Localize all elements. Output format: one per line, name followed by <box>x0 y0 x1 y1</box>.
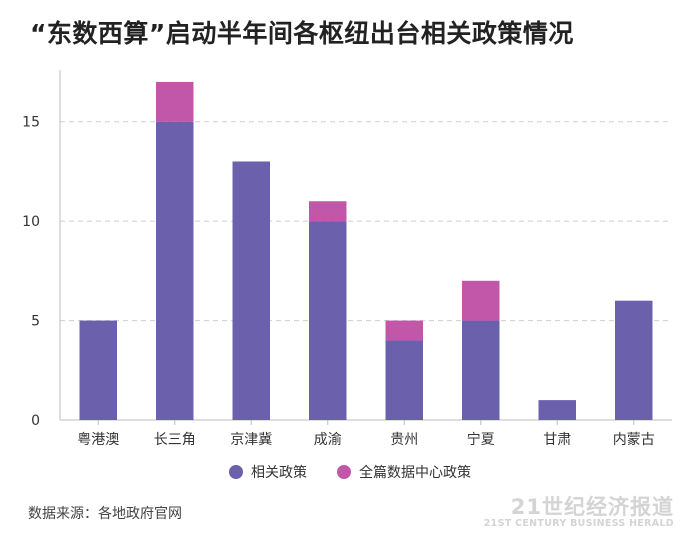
bar-datacenter-4 <box>385 320 423 341</box>
x-tick-label-5: 宁夏 <box>467 431 495 448</box>
legend-label-datacenter-policies: 全篇数据中心政策 <box>359 465 471 481</box>
chart-title: “东数西算”启动半年间各枢纽出台相关政策情况 <box>30 19 574 48</box>
legend-item-datacenter-policies[interactable]: 全篇数据中心政策 <box>337 462 471 482</box>
watermark-logo: 21世纪经济报道 21ST CENTURY BUSINESS HERALD <box>484 496 674 530</box>
legend-item-policies[interactable]: 相关政策 <box>229 462 307 482</box>
bar-policies-3 <box>309 221 347 420</box>
x-tick-label-4: 贵州 <box>390 432 418 448</box>
x-tick-label-1: 长三角 <box>154 432 196 448</box>
bar-policies-5 <box>462 320 500 420</box>
legend: 相关政策 全篇数据中心政策 <box>0 462 700 482</box>
data-source: 数据来源：各地政府官网 <box>28 506 182 522</box>
legend-label-policies: 相关政策 <box>251 465 307 481</box>
bar-datacenter-3 <box>309 201 347 222</box>
bar-policies-1 <box>156 121 194 421</box>
legend-swatch-datacenter-policies <box>337 465 351 479</box>
x-tick-label-7: 内蒙古 <box>613 432 655 448</box>
y-tick-label-10: 10 <box>22 214 40 230</box>
bar-policies-2 <box>232 161 270 420</box>
stacked-bar-chart: 0 5 10 15 粤港澳 长三角 京津冀 成渝 贵州 宁夏 甘肃 内蒙古 <box>22 70 672 448</box>
x-tick-label-3: 成渝 <box>314 432 342 448</box>
bar-datacenter-5 <box>462 280 500 321</box>
y-tick-label-15: 15 <box>22 115 40 131</box>
watermark-en: 21ST CENTURY BUSINESS HERALD <box>483 518 674 529</box>
bar-policies-6 <box>538 400 576 420</box>
y-tick-label-0: 0 <box>31 413 40 429</box>
bar-policies-4 <box>385 340 423 420</box>
x-tick-label-2: 京津冀 <box>230 432 272 448</box>
legend-swatch-policies <box>229 465 243 479</box>
x-tick-label-0: 粤港澳 <box>77 432 119 448</box>
bar-policies-7 <box>615 300 653 420</box>
bar-policies-0 <box>79 320 117 420</box>
bar-datacenter-1 <box>156 81 194 122</box>
y-tick-label-5: 5 <box>31 314 40 330</box>
watermark-cn: 21世纪经济报道 <box>510 495 674 519</box>
x-tick-label-6: 甘肃 <box>543 432 571 448</box>
